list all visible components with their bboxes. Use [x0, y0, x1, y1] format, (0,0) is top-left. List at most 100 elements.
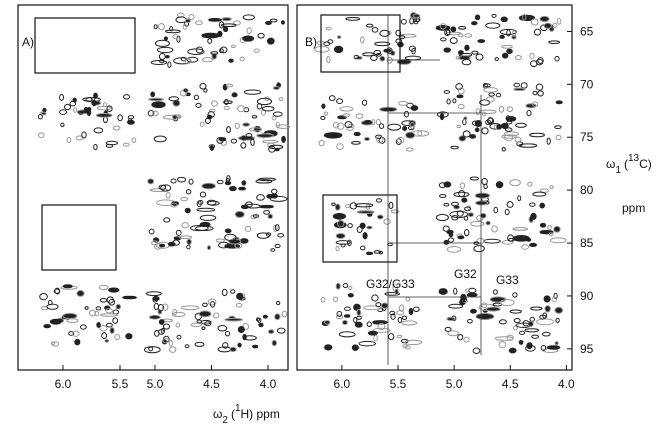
- contour: [492, 289, 498, 295]
- contour: [384, 291, 401, 296]
- contour: [506, 48, 513, 55]
- contour: [151, 110, 159, 117]
- contour: [335, 282, 341, 290]
- contour: [148, 314, 161, 320]
- contour: [475, 200, 488, 206]
- contour: [412, 13, 421, 19]
- contour: [446, 316, 456, 321]
- contour: [153, 302, 160, 311]
- x-tick-label: 6.0: [55, 377, 72, 391]
- contour: [544, 305, 551, 313]
- box: [34, 17, 136, 74]
- contour: [153, 330, 160, 337]
- contour: [210, 51, 219, 55]
- contour: [553, 225, 561, 233]
- contour: [184, 344, 190, 349]
- contour: [483, 87, 498, 93]
- contour: [79, 324, 87, 330]
- y-tick-label: 85: [580, 236, 594, 250]
- contour: [112, 309, 120, 315]
- contour: [517, 195, 522, 202]
- contour: [461, 59, 472, 66]
- contour: [157, 46, 174, 54]
- contour: [527, 320, 534, 328]
- contour: [548, 232, 554, 236]
- contour: [167, 61, 172, 68]
- contour: [226, 126, 231, 134]
- contour: [400, 18, 407, 25]
- contour: [169, 346, 177, 353]
- contour: [112, 317, 119, 324]
- y-tick-label: 90: [580, 289, 594, 303]
- contour: [99, 325, 108, 332]
- contour: [458, 52, 473, 57]
- annotation: G32: [454, 267, 477, 281]
- contour: [474, 192, 491, 199]
- contour: [245, 201, 253, 208]
- contour: [370, 54, 378, 61]
- contour: [506, 201, 514, 208]
- contour: [122, 295, 137, 300]
- contour: [452, 98, 457, 104]
- contour: [535, 83, 544, 91]
- contour: [102, 102, 107, 108]
- contour: [504, 134, 514, 142]
- contour: [93, 143, 98, 151]
- contour: [256, 97, 273, 106]
- contour: [271, 339, 278, 347]
- contour: [234, 242, 243, 249]
- contour: [186, 56, 199, 63]
- box: [320, 14, 401, 73]
- contour: [378, 123, 385, 130]
- contour: [503, 131, 520, 137]
- contour: [375, 302, 382, 308]
- contour: [262, 314, 268, 319]
- contour: [466, 292, 478, 298]
- contour: [483, 83, 491, 88]
- contour: [145, 291, 162, 297]
- contour: [98, 284, 109, 291]
- contour: [163, 36, 168, 41]
- contour: [240, 142, 247, 149]
- contour: [262, 139, 279, 144]
- contour: [244, 225, 252, 232]
- contour: [512, 227, 529, 231]
- contour: [51, 341, 60, 347]
- contour: [153, 135, 167, 143]
- contour: [524, 328, 540, 333]
- contour: [408, 45, 417, 52]
- contour: [387, 123, 402, 131]
- contour: [495, 92, 502, 98]
- contour: [186, 238, 192, 245]
- contour: [453, 287, 458, 295]
- contour: [436, 111, 449, 118]
- x-tick-label: 5.0: [147, 377, 164, 391]
- contour: [533, 28, 542, 36]
- contour: [347, 239, 352, 247]
- contour: [531, 334, 539, 339]
- contour: [463, 228, 470, 237]
- contour: [147, 178, 155, 185]
- contour: [258, 322, 264, 328]
- contour: [457, 333, 464, 341]
- contour: [474, 14, 481, 21]
- contour: [169, 26, 174, 32]
- contour: [505, 115, 511, 122]
- contour: [206, 245, 212, 251]
- contour: [93, 92, 98, 100]
- contour: [514, 136, 522, 143]
- label-part: H) ppm: [241, 407, 280, 421]
- contour: [554, 125, 562, 130]
- contour: [42, 107, 47, 113]
- contour: [471, 21, 478, 26]
- box: [41, 204, 117, 271]
- contour: [499, 28, 517, 35]
- contour: [242, 14, 255, 21]
- annotation: G32/G33: [366, 277, 415, 291]
- contour: [504, 208, 510, 216]
- contour: [39, 293, 48, 301]
- contour: [165, 192, 171, 199]
- contour: [257, 32, 265, 39]
- contour: [409, 17, 415, 25]
- contour: [274, 243, 281, 249]
